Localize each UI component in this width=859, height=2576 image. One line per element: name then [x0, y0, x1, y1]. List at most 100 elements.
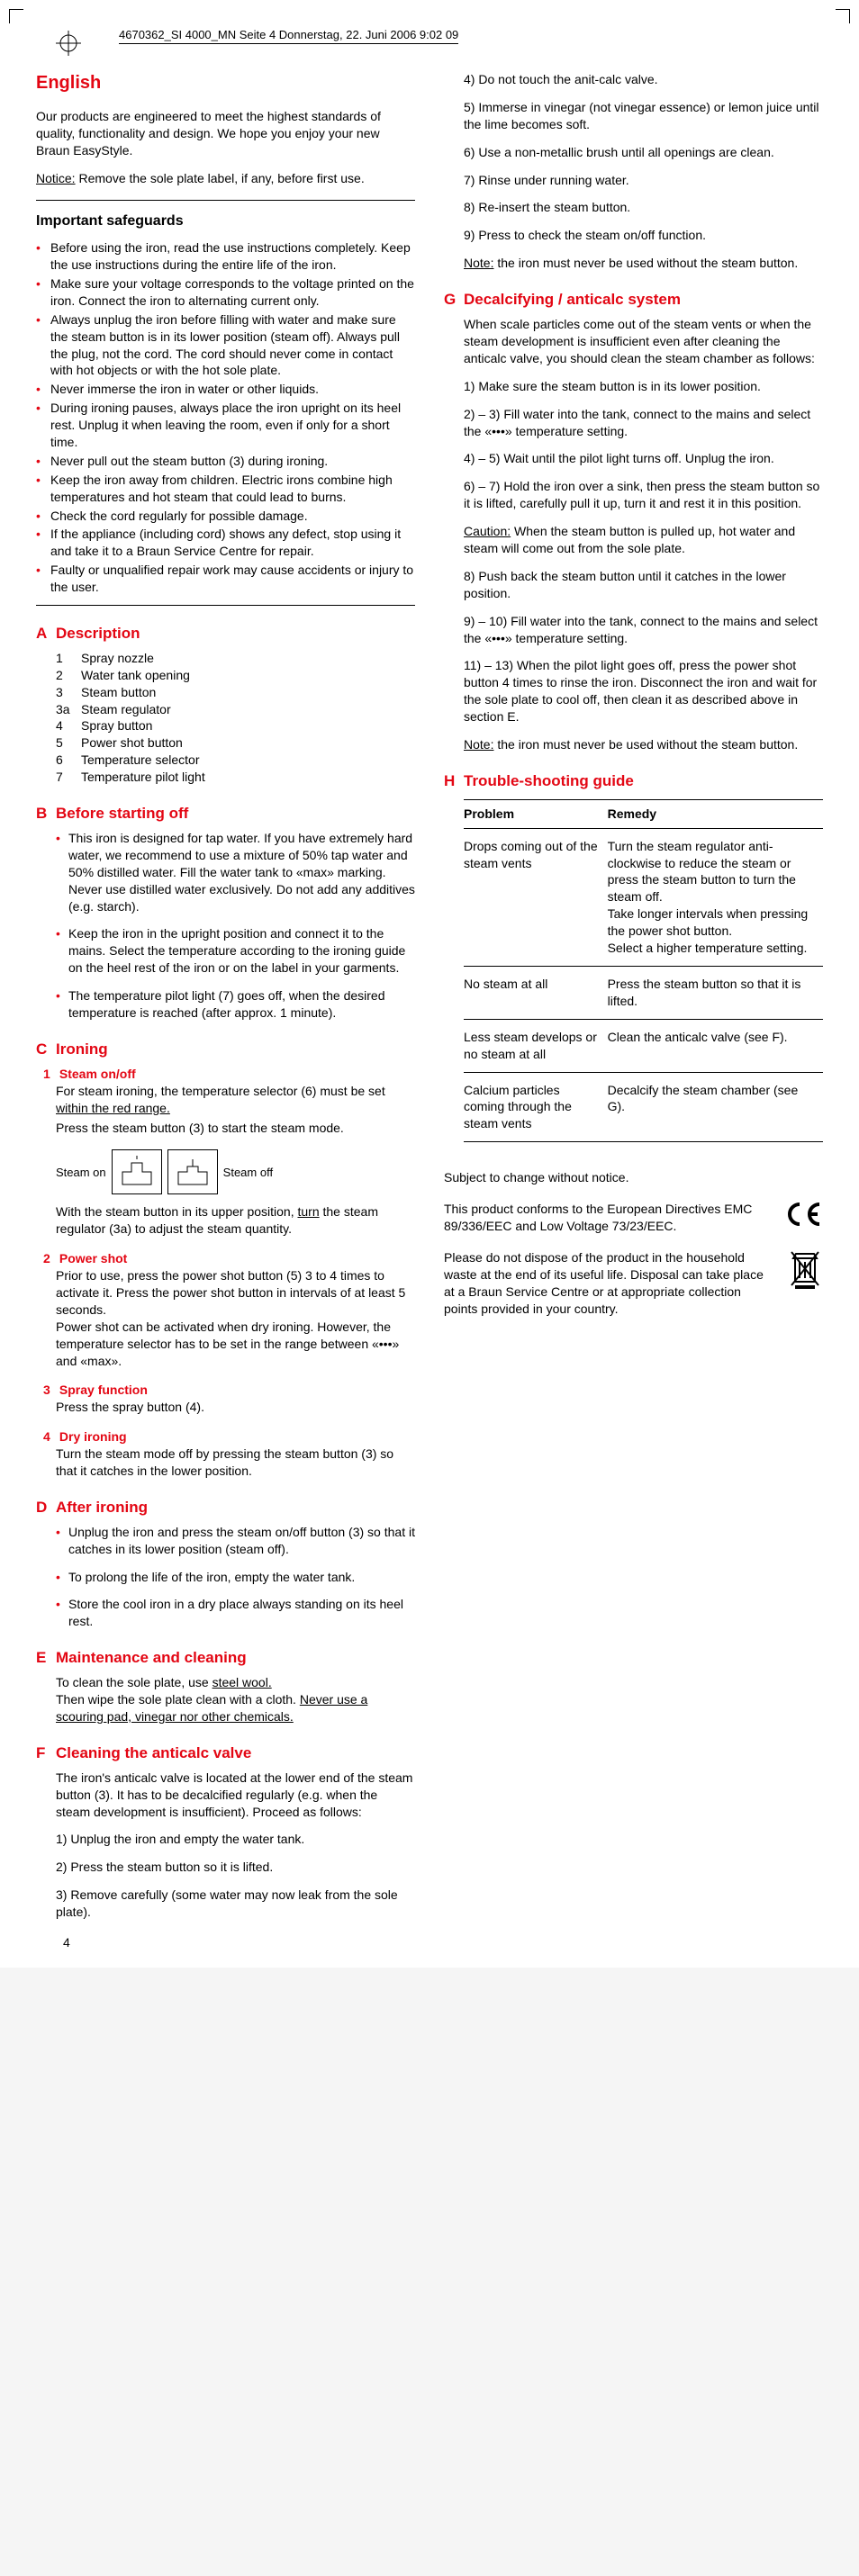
before-item: Keep the iron in the upright position an… [56, 925, 415, 977]
sub-num: 3 [43, 1382, 56, 1399]
table-row: No steam at allPress the steam button so… [464, 966, 823, 1019]
table-row: Less steam develops or no steam at allCl… [464, 1019, 823, 1072]
intro-text: Our products are engineered to meet the … [36, 108, 415, 159]
note-label: Note: [464, 737, 493, 752]
sub-title: Spray function [59, 1383, 148, 1397]
section-title: Cleaning the anticalc valve [56, 1744, 251, 1761]
problem-cell: Less steam develops or no steam at all [464, 1019, 608, 1072]
F-step: 4) Do not touch the anit-calc valve. [444, 71, 823, 88]
G-step: 11) – 13) When the pilot light goes off,… [444, 657, 823, 725]
sub-num: 1 [43, 1066, 56, 1083]
desc-item: 6Temperature selector [56, 752, 415, 769]
section-H-header: HTrouble-shooting guide [444, 771, 823, 792]
remedy-cell: Turn the steam regulator anti-clockwise … [608, 828, 823, 966]
G-step: 2) – 3) Fill water into the tank, connec… [444, 406, 823, 440]
separator [36, 605, 415, 606]
crop-mark-tl [9, 9, 23, 23]
file-header: 4670362_SI 4000_MN Seite 4 Donnerstag, 2… [119, 28, 458, 44]
G-note: Note: the iron must never be used withou… [444, 736, 823, 753]
F-step: 2) Press the steam button so it is lifte… [36, 1859, 415, 1876]
safeguard-item: Check the cord regularly for possible da… [36, 508, 415, 525]
table-row: Drops coming out of the steam ventsTurn … [464, 828, 823, 966]
section-letter: C [36, 1040, 56, 1060]
G-intro: When scale particles come out of the ste… [444, 316, 823, 367]
sub-title: Steam on/off [59, 1067, 136, 1081]
footer-block: Subject to change without notice. This p… [444, 1169, 823, 1317]
after-item: To prolong the life of the iron, empty t… [56, 1569, 415, 1586]
registration-mark [56, 31, 81, 60]
G-step: 4) – 5) Wait until the pilot light turns… [444, 450, 823, 467]
left-column: English Our products are engineered to m… [36, 71, 415, 1932]
remedy-cell: Press the steam button so that it is lif… [608, 966, 823, 1019]
t: steel wool. [212, 1675, 272, 1689]
section-G-header: GDecalcifying / anticalc system [444, 290, 823, 311]
G-step: 8) Push back the steam button until it c… [444, 568, 823, 602]
ce-mark-icon [783, 1201, 823, 1232]
disposal-text: Please do not dispose of the product in … [444, 1249, 774, 1318]
note-label: Note: [464, 256, 493, 270]
crop-mark-tr [836, 9, 850, 23]
notice: Notice: Remove the sole plate label, if … [36, 170, 415, 187]
steam-diagram: Steam on Steam off [36, 1149, 415, 1194]
section-title: Decalcifying / anticalc system [464, 291, 681, 308]
before-item: The temperature pilot light (7) goes off… [56, 987, 415, 1022]
safeguards-title: Important safeguards [36, 212, 415, 231]
caution-text: When the steam button is pulled up, hot … [464, 524, 795, 555]
section-C-header: CIroning [36, 1040, 415, 1060]
c3-body: Press the spray button (4). [36, 1399, 415, 1416]
section-F-header: FCleaning the anticalc valve [36, 1743, 415, 1764]
safeguard-item: Always unplug the iron before filling wi… [36, 311, 415, 380]
subject-to-change: Subject to change without notice. [444, 1169, 823, 1186]
F-intro: The iron's anticalc valve is located at … [36, 1770, 415, 1821]
after-item: Unplug the iron and press the steam on/o… [56, 1524, 415, 1558]
t: Press the spray button (4). [56, 1399, 415, 1416]
G-step: 6) – 7) Hold the iron over a sink, then … [444, 478, 823, 512]
safeguard-item: Never immerse the iron in water or other… [36, 381, 415, 398]
section-letter: A [36, 624, 56, 644]
t: For steam ironing, the temperature selec… [56, 1084, 385, 1098]
compliance-text: This product conforms to the European Di… [444, 1201, 771, 1235]
right-column: 4) Do not touch the anit-calc valve. 5) … [444, 71, 823, 1932]
compliance-block: This product conforms to the European Di… [444, 1201, 823, 1235]
col-remedy: Remedy [608, 799, 823, 828]
steam-off-icon [167, 1149, 218, 1194]
section-title: Description [56, 625, 140, 642]
F-step: 6) Use a non-metallic brush until all op… [444, 144, 823, 161]
sub-num: 4 [43, 1428, 56, 1446]
t: Then wipe the sole plate clean with a cl… [56, 1692, 300, 1707]
G-caution: Caution: When the steam button is pulled… [444, 523, 823, 557]
c2-body: Prior to use, press the power shot butto… [36, 1267, 415, 1369]
troubleshoot-table: Problem Remedy Drops coming out of the s… [464, 799, 823, 1142]
section-letter: D [36, 1498, 56, 1518]
c4-body: Turn the steam mode off by pressing the … [36, 1446, 415, 1480]
c1-body: For steam ironing, the temperature selec… [36, 1083, 415, 1138]
after-ironing-list: Unplug the iron and press the steam on/o… [36, 1524, 415, 1630]
t: Prior to use, press the power shot butto… [56, 1267, 415, 1369]
problem-cell: No steam at all [464, 966, 608, 1019]
problem-cell: Calcium particles coming through the ste… [464, 1072, 608, 1142]
desc-item: 4Spray button [56, 717, 415, 734]
section-title: Ironing [56, 1040, 108, 1058]
t: Turn the steam mode off by pressing the … [56, 1446, 415, 1480]
c4: 4 Dry ironing Turn the steam mode off by… [36, 1428, 415, 1480]
problem-cell: Drops coming out of the steam vents [464, 828, 608, 966]
t: With the steam button in its upper posit… [56, 1204, 297, 1219]
safeguard-item: Before using the iron, read the use inst… [36, 239, 415, 274]
remedy-cell: Clean the anticalc valve (see F). [608, 1019, 823, 1072]
page-number: 4 [63, 1935, 70, 1950]
c3: 3 Spray function Press the spray button … [36, 1382, 415, 1416]
before-item: This iron is designed for tap water. If … [56, 830, 415, 914]
section-letter: F [36, 1743, 56, 1764]
desc-item: 2Water tank opening [56, 667, 415, 684]
page: 4670362_SI 4000_MN Seite 4 Donnerstag, 2… [0, 0, 859, 1968]
section-title: Maintenance and cleaning [56, 1649, 247, 1666]
steam-on-label: Steam on [56, 1165, 106, 1181]
sub-num: 2 [43, 1250, 56, 1267]
c1: 1 Steam on/off For steam ironing, the te… [36, 1066, 415, 1138]
F-step: 8) Re-insert the steam button. [444, 199, 823, 216]
section-letter: B [36, 804, 56, 824]
t: To clean the sole plate, use [56, 1675, 212, 1689]
section-title: Before starting off [56, 805, 188, 822]
safeguard-item: Faulty or unqualified repair work may ca… [36, 562, 415, 596]
c1-body3: With the steam button in its upper posit… [36, 1203, 415, 1238]
